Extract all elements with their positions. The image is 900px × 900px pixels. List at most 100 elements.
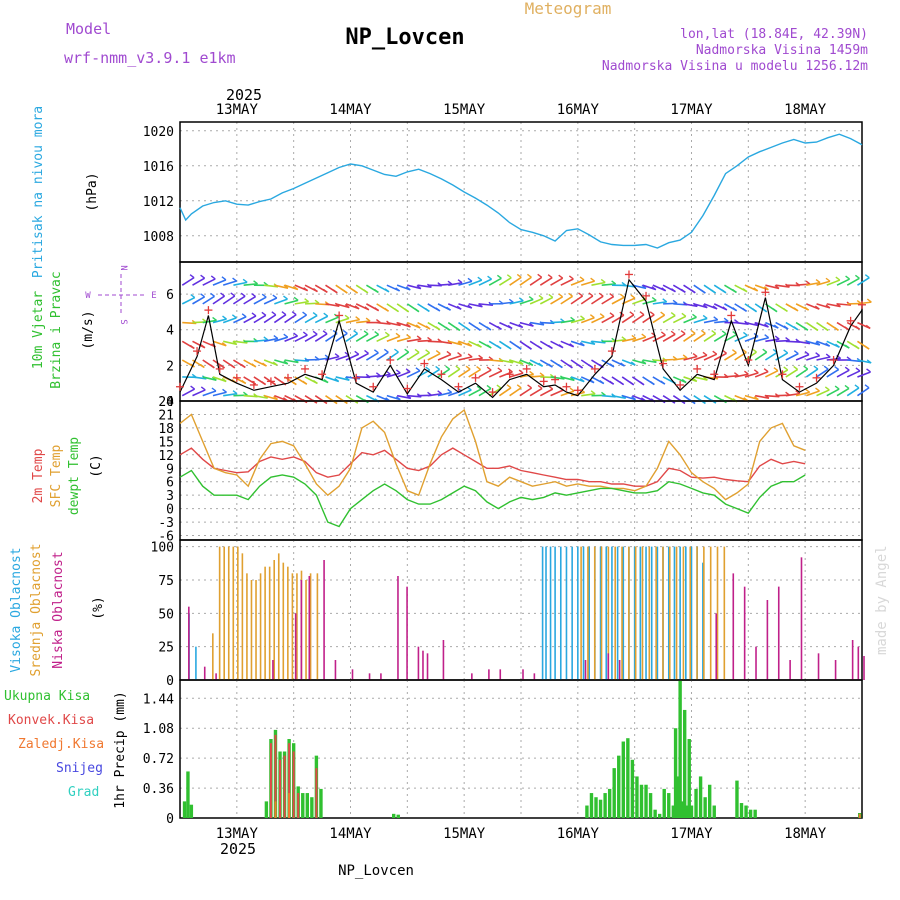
wind-arrow-head [416,335,422,340]
total-precip-bar [603,793,607,818]
legend-total-precip: Ukupna Kisa [4,689,90,704]
wind-arrow-head [620,362,626,367]
wind-arrow-head [291,381,297,386]
temp-ytick-label: 6 [166,476,174,491]
total-precip-bar [689,805,694,818]
wind-arrow [591,281,606,286]
total-precip-bar [685,805,689,818]
wind-arrow-head [629,381,635,386]
cloud-ylabel-high: Visoka Oblacnost [9,547,24,672]
wind-arrow [181,388,195,397]
wind-arrow-head [569,376,575,381]
wind-arrow [601,315,615,324]
model-label: Model [66,20,111,38]
wind-arrow [325,376,339,383]
wind-arrow [857,301,872,305]
wind-arrow-head [528,295,534,301]
wind-arrow-head [220,292,225,297]
wind-arrow [294,300,309,305]
wind-arrow [642,359,657,364]
wind-arrow-head [293,285,299,291]
wind-arrow-head [303,287,309,292]
wind-arrow [621,314,635,324]
wind-arrow [795,353,810,361]
total-precip-bar [594,797,598,818]
wind-arrow-head [825,342,831,347]
wind-arrow-head [416,285,422,290]
wind-arrow [631,314,645,324]
wind-arrow-head [529,370,535,376]
total-precip-bar [186,771,190,818]
wind-arrow-head [631,334,637,339]
wind-arrow-head [506,384,512,389]
wind-unit: (m/s) [81,310,96,349]
wind-arrow-head [774,335,780,340]
wind-arrow [488,277,502,286]
wind-arrow-head [467,304,473,309]
wind-arrow-head [762,308,768,313]
wind-arrow [263,337,278,343]
wind-arrow-head [486,366,492,371]
total-precip-bar [753,809,757,818]
wind-speed-line [179,278,863,399]
wind-arrow-head [518,360,524,365]
wind-arrow-head [569,387,575,392]
wind-arrow [795,340,811,345]
frozen-precip-bar [288,793,291,818]
chart-type-label: Meteogram [525,0,612,18]
temp-ylabel-dewpt: dewpt Temp [67,437,82,515]
wind-arrow-head [527,345,532,350]
wind-arrow [396,336,411,343]
wind-arrow-head [578,364,583,369]
wind-arrow-head [783,325,789,330]
temp-ytick-label: 15 [158,435,174,450]
temp-ytick-label: 21 [158,408,174,423]
wind-arrow [233,340,248,344]
wind-arrow-head [692,352,698,358]
wind-arrow [550,389,564,397]
wind-arrow-head [190,385,196,390]
wind-arrow-head [815,279,821,284]
wind-arrow [581,280,595,286]
wind-arrow [294,334,308,343]
wind-arrow [611,296,625,305]
wind-arrow-head [539,372,545,377]
wind-arrow-head [538,362,544,367]
wind-arrow [581,393,596,397]
wind-arrow [795,391,810,397]
wind-arrow-head [384,331,390,336]
wind-arrow-head [681,312,687,317]
wind-arrow [202,278,216,286]
pressure-line [179,133,863,249]
wind-arrow [693,317,708,324]
wind-arrow-head [854,384,860,389]
wind-arrow [468,303,483,308]
wind-arrow-head [619,381,625,386]
wind-arrow [458,368,471,378]
wind-arrow [386,351,399,361]
wind-arrow-head [721,330,727,335]
model-name: wrf-nmm_v3.9.1 e1km [64,49,236,67]
total-precip-bar [748,809,753,818]
wind-arrow-head [242,278,248,283]
temp-ytick-label: -6 [158,530,174,545]
wind-arrow-head [528,361,534,366]
wind-arrow-head [456,305,462,310]
wind-arrow [468,357,483,361]
wind-arrow-head [437,390,443,395]
wind-arrow-head [251,363,257,368]
wind-arrow-head [558,293,564,298]
wind-arrow-head [753,369,759,374]
wind-arrow-head [209,364,215,369]
wind-arrow [437,340,452,345]
wind-ytick-label: 0 [166,395,174,410]
wind-arrow [427,368,441,378]
wind-arrow-head [200,293,206,298]
temp-ytick-label: 18 [158,422,174,437]
wind-arrow-head [312,379,318,385]
wind-arrow [642,299,657,305]
wind-arrow [386,372,401,378]
wind-arrow-head [476,365,481,371]
wind-arrow-head [395,287,401,292]
wind-arrow-head [272,361,278,366]
